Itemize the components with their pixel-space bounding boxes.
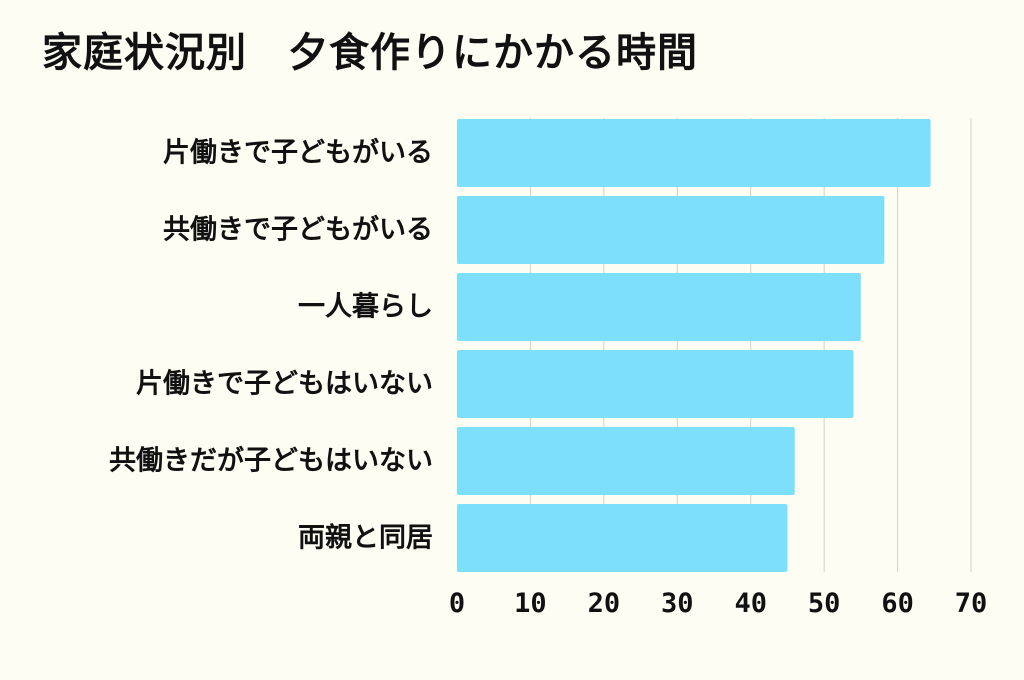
bar — [457, 196, 885, 264]
bars — [457, 119, 931, 572]
x-axis-tick-labels: 0 10 20 30 40 50 60 70 — [449, 588, 987, 619]
chart-title: 家庭状況別 夕食作りにかかる時間 — [42, 30, 698, 76]
x-tick-label: 70 — [955, 588, 988, 619]
category-label: 共働きだが子どもはいない — [109, 445, 433, 477]
category-labels: 片働きで子どもがいる共働きで子どもがいる一人暮らし片働きで子どもはいない共働きだ… — [109, 137, 433, 554]
bar — [457, 350, 854, 418]
bar — [457, 273, 861, 341]
bar — [457, 427, 795, 495]
bar — [457, 504, 788, 572]
x-tick-label: 10 — [514, 588, 547, 619]
category-label: 片働きで子どもはいない — [136, 369, 433, 400]
x-tick-label: 40 — [734, 588, 767, 619]
x-tick-label: 0 — [449, 588, 465, 619]
x-tick-label: 20 — [588, 588, 621, 619]
category-label: 片働きで子どもがいる — [163, 137, 433, 169]
x-tick-label: 50 — [808, 588, 841, 619]
category-label: 両親と同居 — [298, 523, 433, 554]
bar — [457, 119, 931, 187]
x-tick-label: 30 — [661, 588, 694, 619]
grid-lines — [529, 118, 972, 572]
x-tick-label: 60 — [881, 588, 914, 619]
category-label: 一人暮らし — [298, 292, 433, 323]
category-label: 共働きで子どもがいる — [163, 214, 433, 246]
